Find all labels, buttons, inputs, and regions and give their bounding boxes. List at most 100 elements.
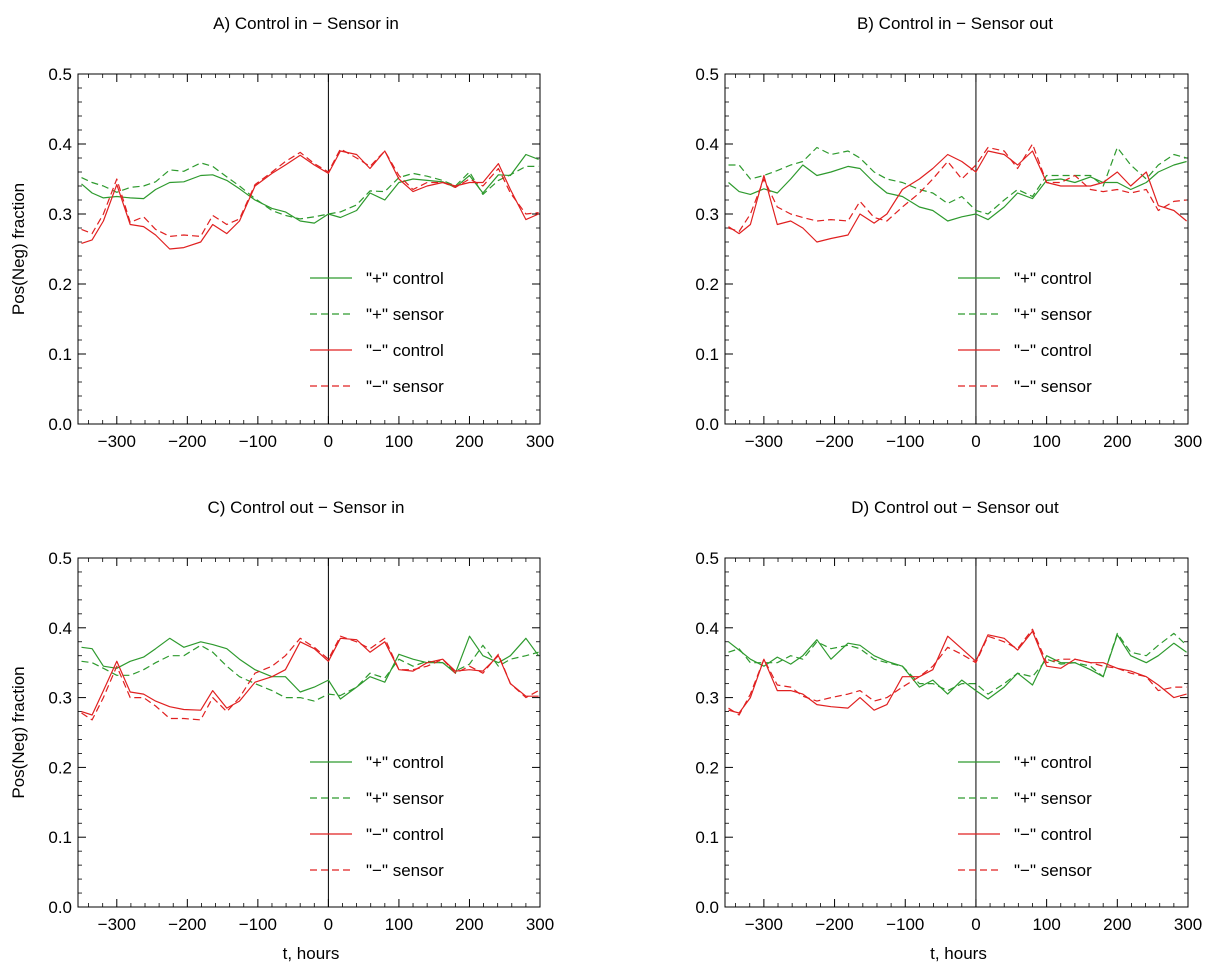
x-axis-label: t, hours	[283, 944, 340, 963]
x-tick-label: −100	[886, 432, 924, 451]
x-tick-label: 0	[324, 432, 333, 451]
x-tick-label: −100	[886, 915, 924, 934]
y-tick-label: 0.4	[695, 619, 719, 638]
x-axis-label: t, hours	[930, 944, 987, 963]
series-line-3	[728, 143, 1187, 233]
x-tick-label: −200	[168, 432, 206, 451]
y-tick-label: 0.0	[695, 898, 719, 917]
x-tick-label: 0	[971, 432, 980, 451]
x-tick-label: 200	[1103, 915, 1131, 934]
series-line-1	[728, 632, 1188, 695]
x-tick-label: 0	[324, 915, 333, 934]
x-tick-label: −300	[745, 432, 783, 451]
y-tick-label: 0.5	[48, 65, 72, 84]
y-axis-label: Pos(Neg) fraction	[9, 183, 28, 315]
y-tick-label: 0.2	[48, 275, 72, 294]
legend: "+" control "+" sensor "−" control "−" sens…	[958, 753, 1092, 880]
x-tick-label: 100	[1032, 915, 1060, 934]
y-tick-label: 0.3	[695, 689, 719, 708]
y-axis-label: Pos(Neg) fraction	[9, 666, 28, 798]
series-line-2	[728, 150, 1187, 243]
legend-label: "+" control	[366, 753, 444, 772]
panel-title: B) Control in − Sensor out	[857, 14, 1053, 33]
panel-1: B) Control in − Sensor out −300 −200 −100 0 1…	[695, 14, 1202, 451]
x-tick-label: −300	[98, 915, 136, 934]
legend-label: "+" sensor	[1014, 305, 1092, 324]
legend-label: "−" sensor	[366, 861, 444, 880]
x-tick-label: −300	[745, 915, 783, 934]
series-line-3	[81, 148, 539, 237]
y-tick-label: 0.1	[695, 828, 719, 847]
y-tick-label: 0.3	[48, 205, 72, 224]
y-tick-label: 0.4	[48, 135, 72, 154]
panel-2: C) Control out − Sensor in −300 −200 −100 0 1…	[9, 498, 554, 963]
y-tick-label: 0.5	[695, 65, 719, 84]
series-line-1	[81, 162, 539, 220]
legend-label: "+" sensor	[1014, 789, 1092, 808]
plot-frame	[724, 557, 1189, 908]
y-tick-label: 0.0	[48, 898, 72, 917]
x-tick-label: −200	[815, 915, 853, 934]
series-line-2	[81, 150, 539, 250]
series-line-0	[81, 635, 540, 700]
x-tick-label: 300	[1174, 915, 1202, 934]
y-tick-label: 0.5	[695, 549, 719, 568]
x-tick-label: −300	[98, 432, 136, 451]
y-tick-label: 0.3	[695, 205, 719, 224]
x-tick-label: 100	[385, 915, 413, 934]
legend: "+" control "+" sensor "−" control "−" sens…	[310, 753, 444, 880]
series-line-2	[81, 637, 539, 716]
series-line-3	[81, 635, 539, 721]
legend-label: "−" sensor	[366, 377, 444, 396]
legend-label: "−" sensor	[1014, 377, 1092, 396]
x-tick-label: −200	[815, 432, 853, 451]
x-tick-label: 100	[1032, 432, 1060, 451]
plot-frame	[77, 557, 541, 908]
x-tick-label: 200	[1103, 432, 1131, 451]
legend-label: "−" control	[1014, 825, 1092, 844]
x-tick-label: 200	[455, 432, 483, 451]
y-tick-label: 0.5	[48, 549, 72, 568]
plot-frame	[724, 73, 1189, 425]
legend-label: "+" control	[366, 269, 444, 288]
y-tick-label: 0.2	[695, 758, 719, 777]
panel-0: A) Control in − Sensor in −300 −200 −100 0 10…	[9, 14, 554, 451]
panel-title: D) Control out − Sensor out	[851, 498, 1059, 517]
plot-frame	[77, 73, 541, 425]
y-tick-label: 0.4	[695, 135, 719, 154]
series-line-0	[81, 153, 539, 224]
y-tick-label: 0.1	[48, 828, 72, 847]
y-tick-label: 0.2	[48, 758, 72, 777]
x-tick-label: −100	[239, 432, 277, 451]
y-tick-label: 0.4	[48, 619, 72, 638]
x-tick-label: −100	[239, 915, 277, 934]
panel-title: A) Control in − Sensor in	[213, 14, 399, 33]
y-tick-label: 0.3	[48, 689, 72, 708]
legend-label: "+" control	[1014, 269, 1092, 288]
legend: "+" control "+" sensor "−" control "−" sens…	[958, 269, 1092, 396]
x-tick-label: 200	[455, 915, 483, 934]
legend-label: "−" sensor	[1014, 861, 1092, 880]
panel-3: D) Control out − Sensor out −300 −200 −100 0…	[695, 498, 1202, 963]
y-tick-label: 0.1	[48, 345, 72, 364]
y-tick-label: 0.1	[695, 345, 719, 364]
legend-label: "−" control	[366, 825, 444, 844]
y-tick-label: 0.0	[48, 415, 72, 434]
legend: "+" control "+" sensor "−" control "−" sens…	[310, 269, 444, 396]
panel-title: C) Control out − Sensor in	[207, 498, 404, 517]
y-tick-label: 0.0	[695, 415, 719, 434]
x-tick-label: 0	[971, 915, 980, 934]
legend-label: "−" control	[366, 341, 444, 360]
x-tick-label: 300	[526, 915, 554, 934]
series-line-0	[728, 160, 1187, 222]
series-line-3	[728, 628, 1187, 716]
legend-label: "+" sensor	[366, 305, 444, 324]
legend-label: "−" control	[1014, 341, 1092, 360]
series-line-1	[81, 644, 539, 702]
x-tick-label: −200	[168, 915, 206, 934]
x-tick-label: 300	[1174, 432, 1202, 451]
series-line-1	[728, 146, 1187, 215]
legend-label: "+" sensor	[366, 789, 444, 808]
y-tick-label: 0.2	[695, 275, 719, 294]
